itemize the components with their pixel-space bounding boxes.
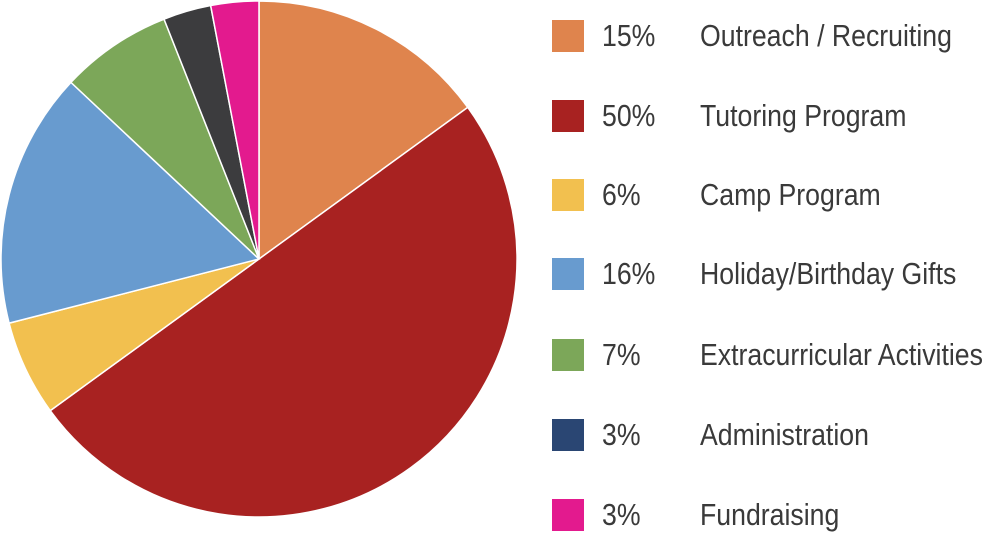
- pie-slice-fundraising: [209, 0, 260, 260]
- legend-percent: 6%: [602, 177, 641, 212]
- legend-item-holiday-birthday-gifts: 16% Holiday/Birthday Gifts: [552, 254, 1000, 294]
- legend-item-fundraising: 3% Fundraising: [552, 495, 1000, 535]
- legend-item-tutoring-program: 50% Tutoring Program: [552, 96, 1000, 136]
- legend-swatch: [552, 419, 584, 451]
- pie-slice-holiday-birthday-gifts: [0, 81, 261, 325]
- pie-slice-extracurricular-activities: [69, 18, 260, 260]
- legend-label: Extracurricular Activities: [700, 337, 983, 372]
- legend-percent: 3%: [602, 417, 641, 452]
- pie-slice-tutoring-program: [49, 106, 518, 518]
- legend-item-administration: 3% Administration: [552, 415, 1000, 455]
- legend-item-outreach-recruiting: 15% Outreach / Recruiting: [552, 16, 1000, 56]
- legend-swatch: [552, 20, 584, 52]
- legend-percent: 50%: [602, 98, 656, 133]
- legend-percent: 7%: [602, 337, 641, 372]
- legend-percent: 16%: [602, 256, 656, 291]
- legend-item-camp-program: 6% Camp Program: [552, 175, 1000, 215]
- legend-item-extracurricular-activities: 7% Extracurricular Activities: [552, 335, 1000, 375]
- legend-swatch: [552, 179, 584, 211]
- legend-label: Holiday/Birthday Gifts: [700, 256, 957, 291]
- legend-label: Camp Program: [700, 177, 881, 212]
- legend-swatch: [552, 499, 584, 531]
- legend-swatch: [552, 339, 584, 371]
- legend-label: Administration: [700, 417, 869, 452]
- legend-swatch: [552, 258, 584, 290]
- legend: 15% Outreach / Recruiting 50% Tutoring P…: [552, 0, 1000, 538]
- legend-label: Outreach / Recruiting: [700, 18, 952, 53]
- legend-swatch: [552, 100, 584, 132]
- legend-percent: 15%: [602, 18, 656, 53]
- legend-label: Tutoring Program: [700, 98, 907, 133]
- legend-label: Fundraising: [700, 497, 840, 532]
- pie-slice-outreach-recruiting: [258, 0, 469, 261]
- pie-chart: [0, 0, 518, 518]
- legend-percent: 3%: [602, 497, 641, 532]
